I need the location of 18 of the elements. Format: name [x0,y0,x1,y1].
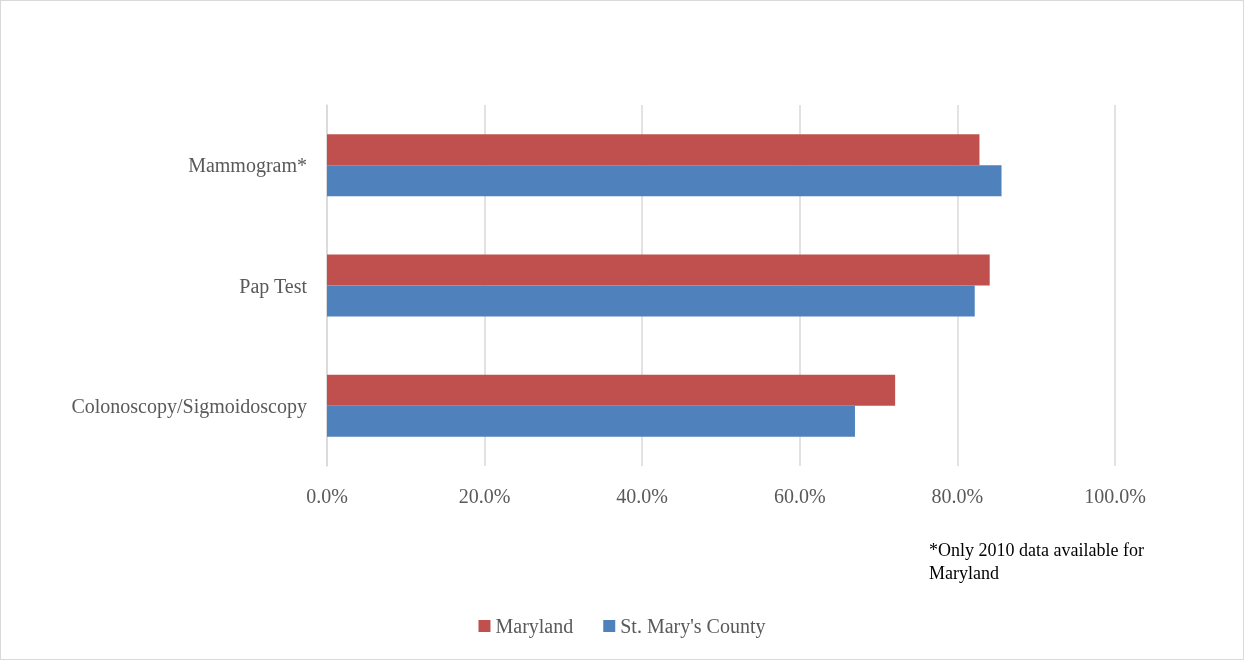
x-tick-label: 80.0% [931,485,984,507]
y-tick-label: Colonoscopy/Sigmoidoscopy [71,394,307,418]
x-tick-label: 60.0% [773,485,826,507]
legend-label: St. Mary's County [620,615,766,638]
bar [327,374,896,406]
legend-label: Maryland [495,615,574,638]
x-tick-label: 0.0% [306,485,348,507]
text: *Only 2010 data available for Maryland [929,539,1145,585]
x-tick-label: 40.0% [616,485,669,507]
y-tick-label: Mammogram* [188,154,307,178]
bar [327,254,990,286]
x-tick-label: 20.0% [458,485,511,507]
y-tick-label: Pap Test [239,274,308,298]
bar [327,285,975,317]
x-tick-label: 100.0% [1084,485,1146,507]
bar [327,405,855,437]
bar [327,165,1002,197]
bar [327,134,980,166]
